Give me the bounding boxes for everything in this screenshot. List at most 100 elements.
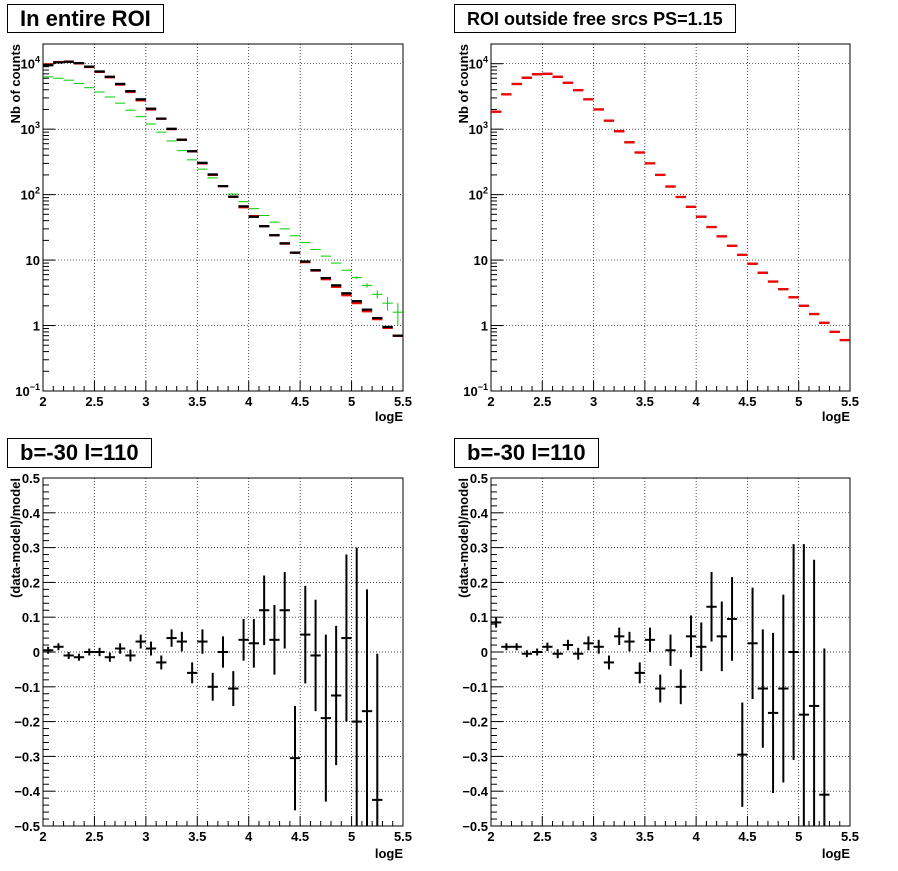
panel2-title: ROI outside free srcs PS=1.15	[454, 4, 736, 33]
data-point	[372, 653, 383, 826]
data-point	[491, 617, 502, 628]
x-tick-label: 4	[693, 829, 701, 844]
data-point	[562, 639, 574, 651]
y-tick-label: 1	[481, 319, 488, 334]
data-point	[361, 589, 373, 826]
plot-frame	[42, 43, 404, 392]
data-point	[135, 634, 146, 649]
x-tick-label: 4.5	[738, 829, 756, 844]
series-3	[43, 60, 403, 337]
data-point	[573, 647, 584, 660]
data-point	[125, 649, 136, 662]
data-point	[197, 629, 208, 654]
data-point	[675, 669, 686, 705]
y-tick-exponent: 2	[483, 186, 488, 196]
x-tick-label: 3	[590, 394, 597, 409]
x-tick-label: 4.5	[291, 394, 309, 409]
y-tick-label: 0.1	[22, 610, 40, 625]
data-point	[372, 290, 383, 299]
data-point	[248, 618, 259, 668]
data-point	[747, 587, 758, 699]
data-point	[145, 641, 157, 656]
x-tick-label: 3.5	[636, 394, 654, 409]
data-point	[217, 636, 229, 668]
panel3-ylabel: (data-model)/model	[8, 478, 23, 598]
y-tick-exponent: −1	[30, 382, 40, 392]
y-tick-label: 104	[469, 55, 488, 72]
x-tick-label: 3	[142, 394, 149, 409]
y-tick-label: −0.2	[462, 715, 488, 730]
data-point	[320, 634, 331, 802]
panel4-title: b=-30 l=110	[454, 438, 599, 468]
panel1-ylabel: Nb of counts	[8, 44, 23, 123]
data-point	[289, 705, 301, 811]
data-point	[43, 646, 54, 654]
data-point	[696, 622, 707, 672]
data-point	[808, 559, 820, 826]
data-point	[542, 642, 553, 651]
data-point	[115, 643, 126, 654]
x-tick-label: 3.5	[636, 829, 654, 844]
data-point	[228, 671, 239, 706]
x-tick-label: 3.5	[188, 829, 206, 844]
x-tick-label: 4	[245, 829, 253, 844]
data-point	[84, 648, 95, 656]
panel2-ylabel: Nb of counts	[456, 44, 471, 123]
y-tick-label: −0.1	[14, 680, 40, 695]
data-point	[207, 672, 218, 701]
y-tick-exponent: −1	[478, 382, 488, 392]
panel1-title: In entire ROI	[7, 4, 164, 33]
data-point	[310, 599, 321, 712]
x-tick-label: 4	[245, 394, 253, 409]
data-point	[53, 643, 64, 651]
y-tick-label: −0.3	[462, 749, 488, 764]
x-tick-label: 3	[590, 829, 597, 844]
data-point	[644, 627, 656, 652]
y-tick-label: 0.4	[22, 506, 41, 521]
data-point	[94, 647, 105, 657]
x-tick-label: 2	[39, 829, 46, 844]
x-tick-label: 3.5	[188, 394, 206, 409]
x-tick-label: 2.5	[533, 829, 551, 844]
y-tick-label: −0.4	[14, 784, 40, 799]
data-point	[300, 585, 311, 684]
x-tick-label: 4	[693, 394, 701, 409]
y-tick-label: 0.3	[22, 541, 40, 556]
y-tick-exponent: 3	[35, 120, 40, 130]
data-point	[737, 702, 748, 807]
y-tick-label: 0.5	[22, 471, 40, 486]
data-point	[259, 575, 270, 646]
x-tick-label: 5	[348, 829, 355, 844]
panel-1: 2 2.5 3 3.5 4 4.5 5 5.5 10−1 1 10 102 103 104	[15, 43, 412, 409]
data-point	[341, 554, 352, 722]
data-point	[361, 283, 373, 288]
panel4-ylabel: (data-model)/model	[456, 478, 471, 598]
x-tick-label: 2.5	[85, 394, 103, 409]
y-tick-label: 0.2	[22, 575, 40, 590]
x-tick-label: 2	[39, 394, 46, 409]
y-tick-label: −0.4	[462, 784, 488, 799]
x-tick-label: 4.5	[291, 829, 309, 844]
y-tick-label: −0.2	[14, 715, 40, 730]
x-tick-label: 2	[487, 394, 494, 409]
x-tick-label: 5.5	[394, 829, 412, 844]
panel1-xlabel: logE	[375, 409, 403, 424]
panel3-title: b=-30 l=110	[7, 438, 152, 468]
x-tick-label: 2	[487, 829, 494, 844]
data-point	[665, 634, 676, 666]
x-tick-label: 4.5	[738, 394, 756, 409]
data-point	[593, 639, 604, 654]
data-point	[73, 653, 85, 661]
y-tick-label: −0.5	[14, 819, 40, 834]
x-tick-label: 5.5	[841, 394, 859, 409]
data-point	[685, 615, 697, 658]
data-point	[624, 631, 635, 652]
y-tick-label: −0.5	[462, 819, 488, 834]
series-1	[491, 72, 850, 342]
x-tick-label: 5	[795, 394, 802, 409]
y-tick-label: −0.1	[462, 680, 488, 695]
x-tick-label: 5	[348, 394, 355, 409]
y-tick-label: 103	[469, 120, 488, 137]
y-tick-label: 0	[481, 645, 488, 660]
